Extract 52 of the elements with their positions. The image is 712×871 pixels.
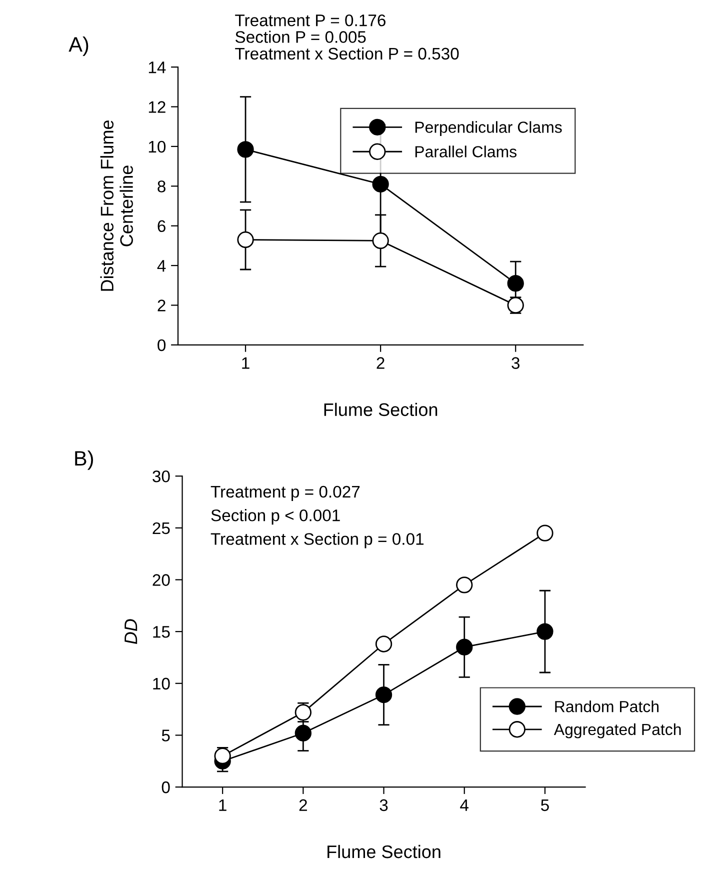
- annotation: Treatment p = 0.027: [210, 486, 360, 501]
- x-tick-label: 4: [460, 799, 469, 811]
- y-tick-label: 25: [152, 522, 170, 534]
- y-tick-label: 0: [162, 781, 170, 794]
- legend-label: Aggregated Patch: [554, 723, 681, 738]
- legend-label: Random Patch: [555, 700, 658, 712]
- y-tick-label: 5: [162, 730, 170, 742]
- y-tick-label: 6: [158, 220, 166, 232]
- point: [507, 275, 524, 292]
- chart-title: A): [68, 36, 88, 56]
- x-axis-title: Flume Section: [328, 844, 440, 858]
- point: [375, 686, 392, 704]
- y-tick-label: 20: [152, 574, 170, 586]
- x-tick-label: 1: [242, 357, 250, 369]
- x-axis-title: Flume Section: [324, 402, 438, 416]
- y-tick-label: 15: [153, 626, 170, 638]
- point: [375, 636, 392, 652]
- point: [294, 724, 312, 742]
- annotation: Treatment x Section p = 0.01: [210, 532, 424, 548]
- text: Section P = 0.005: [235, 30, 366, 43]
- point: [456, 638, 473, 656]
- y-tick-label: 10: [148, 140, 166, 153]
- point: [536, 524, 554, 542]
- y-tick-label: 12: [148, 101, 166, 113]
- y-axis-title: Distance From Flume Centerline: [100, 120, 133, 291]
- annotation: Section p < 0.001: [211, 509, 340, 525]
- point: [372, 176, 389, 192]
- text: Treatment x Section P = 0.530: [235, 47, 459, 60]
- point: [536, 623, 554, 640]
- x-tick-label: 2: [376, 357, 384, 369]
- point: [214, 748, 231, 764]
- point: [372, 232, 389, 250]
- y-tick-label: 30: [152, 470, 170, 482]
- y-tick-label: 14: [148, 62, 166, 74]
- point: [237, 141, 254, 158]
- chart-title: B): [75, 450, 94, 470]
- x-tick-label: 5: [540, 799, 549, 812]
- x-tick-label: 3: [512, 357, 520, 369]
- y-tick-label: 10: [153, 678, 170, 690]
- y-tick-label: 2: [158, 300, 166, 312]
- legend-label: Perpendicular Clams: [415, 121, 562, 136]
- x-tick-label: 1: [219, 799, 226, 811]
- y-tick-label: 4: [157, 260, 166, 272]
- text: Treatment P = 0.176: [235, 14, 386, 26]
- y-tick-label: 8: [158, 180, 166, 192]
- legend-label: Parallel Clams: [415, 146, 517, 158]
- point: [237, 231, 254, 248]
- x-tick-label: 3: [380, 799, 388, 812]
- y-tick-label: 0: [158, 339, 166, 352]
- y-axis-title: DD: [124, 619, 138, 644]
- x-tick-label: 2: [299, 799, 307, 811]
- point: [456, 576, 473, 594]
